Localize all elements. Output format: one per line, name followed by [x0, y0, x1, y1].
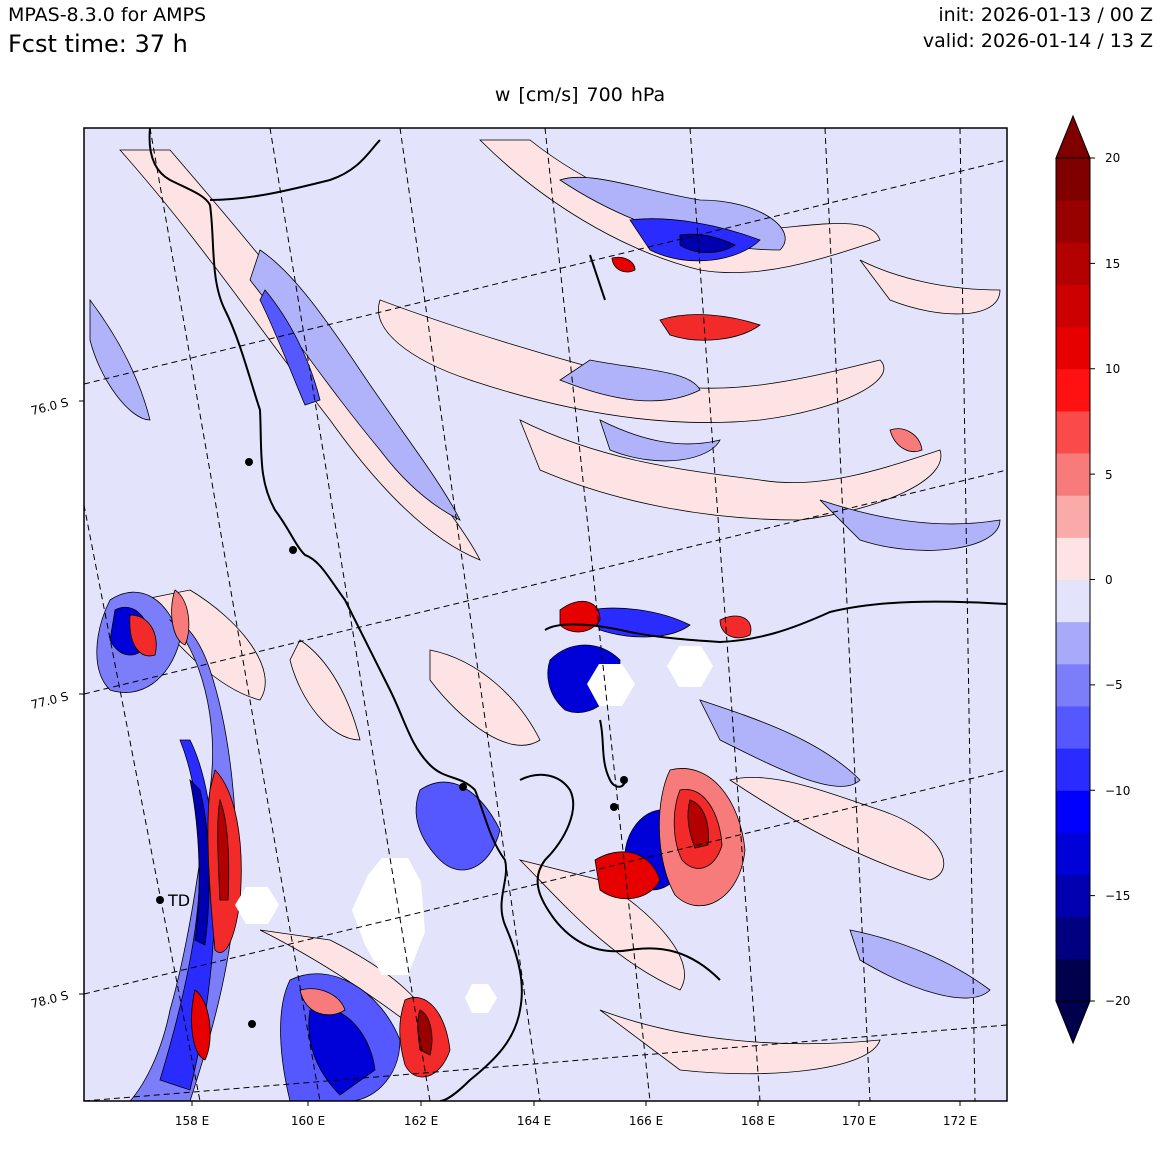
model-title: MPAS-8.3.0 for AMPS: [8, 4, 207, 26]
colorbar-label-minus20: −20: [1105, 994, 1131, 1008]
colorbar-label-0: 0: [1105, 573, 1113, 587]
colorbar-label-5: 5: [1105, 468, 1113, 482]
colorbar-label-minus10: −10: [1105, 784, 1131, 798]
colorbar-label-minus15: −15: [1105, 889, 1131, 903]
lon-label-166e: 166 E: [628, 1114, 664, 1128]
colorbar-segment: [1056, 832, 1090, 876]
colorbar-segment: [1056, 495, 1090, 538]
colorbar-segment: [1056, 284, 1090, 328]
lon-label-162e: 162 E: [403, 1114, 439, 1128]
colorbar-segment: [1056, 368, 1090, 412]
colorbar-segment: [1056, 200, 1090, 243]
strong-updraft-cores: [129, 256, 923, 1078]
colorbar-label-minus5: −5: [1105, 678, 1123, 692]
map-frame: [83, 127, 1008, 1102]
station-marker: [245, 458, 253, 466]
station-marker: [610, 803, 618, 811]
station-marker: [620, 776, 628, 784]
colorbar-label-20: 20: [1105, 151, 1121, 165]
colorbar-segment: [1056, 242, 1090, 285]
plot-title: w [cm/s] 700 hPa: [494, 84, 666, 106]
station-marker: [248, 1020, 256, 1028]
station-markers: [156, 458, 628, 1028]
axis-ticks: [79, 400, 961, 1106]
station-marker: [459, 783, 467, 791]
station-marker: [289, 546, 297, 554]
colorbar-extend-bottom: [1055, 1000, 1091, 1045]
missing-data-patches: [235, 646, 713, 1013]
lon-label-172e: 172 E: [942, 1114, 978, 1128]
colorbar-segment: [1056, 663, 1090, 707]
lon-label-158e: 158 E: [174, 1114, 210, 1128]
colorbar-label-10: 10: [1105, 362, 1121, 376]
lon-label-170e: 170 E: [841, 1114, 877, 1128]
colorbar: [1055, 114, 1095, 1045]
colorbar-segment: [1056, 748, 1090, 791]
colorbar-extend-top: [1055, 114, 1091, 159]
colorbar-segment: [1056, 158, 1090, 201]
graticule: [84, 128, 1007, 1101]
lon-label-168e: 168 E: [740, 1114, 776, 1128]
colorbar-segment: [1056, 705, 1090, 749]
colorbar-segment: [1056, 874, 1090, 918]
lon-label-160e: 160 E: [290, 1114, 326, 1128]
colorbar-segment: [1056, 790, 1090, 833]
colorbar-segment: [1056, 537, 1090, 580]
forecast-time: Fcst time: 37 h: [8, 30, 188, 58]
colorbar-segment: [1056, 621, 1090, 665]
colorbar-segment: [1056, 453, 1090, 496]
valid-time: valid: 2026-01-14 / 13 Z: [922, 30, 1153, 52]
coastlines: [148, 128, 1007, 1101]
station-label-td: TD: [167, 891, 190, 910]
station-marker-td: [156, 896, 164, 904]
colorbar-segment: [1056, 958, 1090, 1002]
lon-label-164e: 164 E: [516, 1114, 552, 1128]
init-time: init: 2026-01-13 / 00 Z: [938, 4, 1153, 26]
colorbar-segment: [1056, 326, 1090, 370]
colorbar-segment: [1056, 579, 1090, 623]
colorbar-segment: [1056, 410, 1090, 454]
colorbar-label-15: 15: [1105, 257, 1121, 271]
colorbar-segment: [1056, 916, 1090, 960]
map-panel: TD: [84, 128, 1007, 1101]
